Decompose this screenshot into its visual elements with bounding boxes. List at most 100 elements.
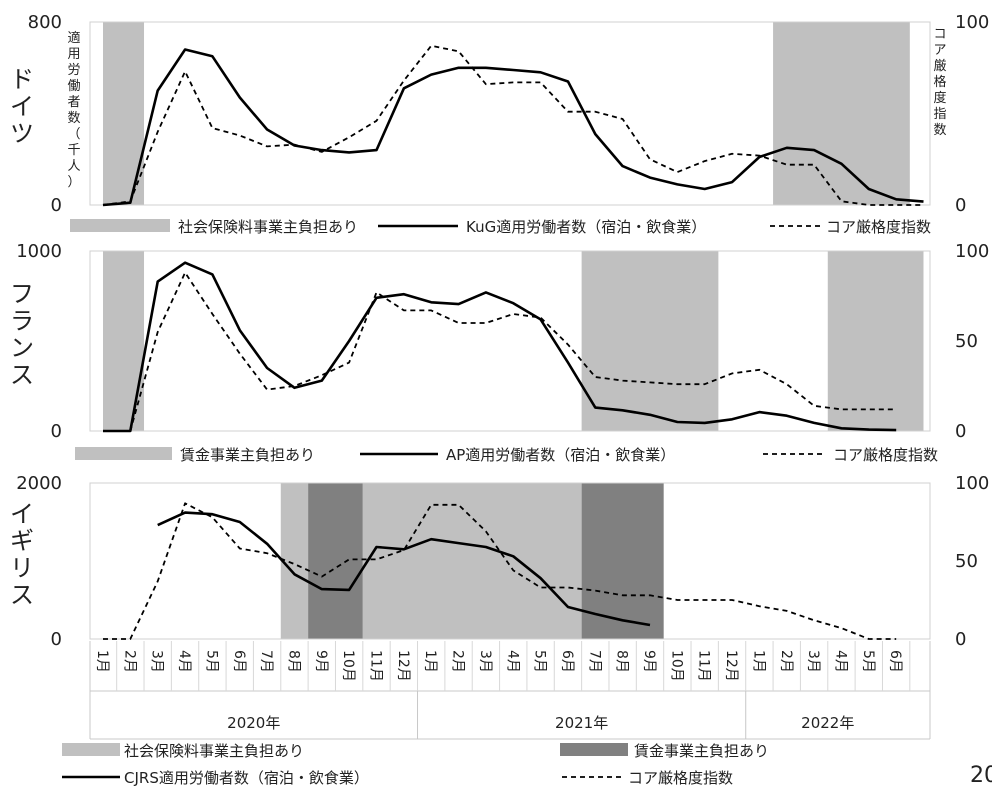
month-label: 3月 — [477, 650, 493, 673]
year-label: 2020年 — [227, 714, 280, 732]
series-line-stringency — [102, 44, 924, 206]
month-label: 3月 — [805, 650, 821, 673]
axis-title-char: 度 — [933, 90, 946, 106]
right-tick-label: 100 — [955, 241, 989, 262]
shaded-period — [362, 483, 582, 639]
month-label: 3月 — [149, 650, 165, 673]
axis-title-char: 千 — [67, 143, 80, 158]
axis-title-char: 指 — [933, 107, 946, 122]
month-label: 4月 — [833, 650, 849, 673]
left-tick-label: 2000 — [16, 473, 62, 494]
month-label: 1月 — [422, 650, 438, 673]
legend: 社会保険料事業主負担あり KuG適用労働者数（宿泊・飲食業） コア厳格度指数 — [70, 218, 931, 236]
legend-label: AP適用労働者数（宿泊・飲食業） — [446, 446, 675, 464]
axis-title-char: 者 — [67, 95, 80, 110]
month-label: 11月 — [368, 650, 384, 682]
axis-title-char: 働 — [67, 79, 80, 94]
axis-title-char: コ — [933, 27, 946, 42]
country-char: ギ — [10, 527, 34, 555]
left-axis-title: 適用労働者数（千人） — [67, 30, 80, 190]
legend-label: CJRS適用労働者数（宿泊・飲食業） — [124, 769, 369, 787]
axis-title-char: 数 — [67, 111, 80, 126]
legend-swatch-shade — [70, 219, 170, 232]
legend-label: コア厳格度指数 — [826, 218, 931, 236]
year-label: 2021年 — [555, 714, 608, 732]
series-line-workers — [102, 48, 924, 207]
month-label: 5月 — [860, 650, 876, 673]
month-label: 12月 — [395, 650, 411, 682]
x-axis: 1月 2月 3月 4月 5月 6月 7月 8月 9月 10月 11月 12月 1月 2月 3月 4月 5月 6月 7… — [89, 641, 931, 740]
legend-label: 賃金事業主負担あり — [634, 742, 769, 760]
legend-label: コア厳格度指数 — [628, 769, 733, 787]
shaded-period — [581, 483, 664, 639]
country-char: リ — [10, 554, 34, 582]
panel-1: 80001000ドイツ適用労働者数（千人）コア厳格度指数社会保険料事業主負担あり… — [10, 12, 989, 236]
shaded-period — [773, 22, 910, 205]
legend: 賃金事業主負担あり AP適用労働者数（宿泊・飲食業） コア厳格度指数 — [75, 446, 938, 464]
country-char: ド — [10, 66, 34, 94]
month-label: 7月 — [258, 650, 274, 673]
country-char: ス — [10, 361, 34, 389]
country-char: イ — [10, 500, 34, 528]
month-label: 1月 — [750, 650, 766, 673]
plot-area-frame — [89, 250, 931, 432]
legend-label: KuG適用労働者数（宿泊・飲食業） — [466, 218, 706, 236]
right-tick-label: 100 — [955, 473, 989, 494]
month-label: 9月 — [313, 650, 329, 673]
month-label: 10月 — [668, 650, 684, 682]
month-label: 2月 — [778, 650, 794, 673]
axis-title-char: （ — [67, 127, 80, 142]
month-label: 12月 — [723, 650, 739, 682]
axis-title-char: 格 — [933, 74, 946, 90]
country-label: ドイツ — [10, 66, 34, 148]
left-tick-label: 800 — [28, 12, 62, 33]
axis-title-char: ア — [933, 43, 946, 58]
month-label: 11月 — [696, 650, 712, 682]
right-tick-label: 100 — [955, 12, 989, 33]
country-char: ス — [10, 581, 34, 609]
right-axis-title: コア厳格度指数 — [933, 27, 946, 138]
country-char: ラ — [10, 307, 34, 335]
axis-title-char: 労 — [67, 63, 80, 78]
axis-title-char: 厳 — [933, 59, 946, 74]
month-label: 6月 — [231, 650, 247, 673]
shaded-period — [827, 251, 924, 431]
shaded-period — [308, 483, 363, 639]
chart-panels: 80001000ドイツ適用労働者数（千人）コア厳格度指数社会保険料事業主負担あり… — [10, 12, 989, 787]
shaded-period — [280, 483, 309, 639]
country-char: ン — [10, 334, 34, 362]
month-label: 6月 — [559, 650, 575, 673]
shaded-period — [103, 22, 145, 205]
series-line-stringency — [103, 271, 897, 432]
axis-title-char: ） — [67, 175, 80, 190]
right-tick-label: 0 — [955, 195, 966, 216]
legend-swatch-shade — [62, 743, 120, 756]
right-tick-label: 50 — [955, 551, 978, 572]
month-label: 5月 — [532, 650, 548, 673]
month-label: 8月 — [286, 650, 302, 673]
country-label: フランス — [10, 280, 34, 389]
month-label: 7月 — [586, 650, 602, 673]
legend-label: 社会保険料事業主負担あり — [178, 218, 358, 236]
legend-swatch-shade — [75, 447, 172, 460]
series-line-workers — [103, 261, 897, 433]
right-tick-label: 50 — [955, 331, 978, 352]
country-char: イ — [10, 93, 34, 121]
page-number: 20 — [970, 763, 992, 787]
left-tick-label: 0 — [51, 195, 62, 216]
series-line-workers — [157, 511, 651, 627]
month-label: 10月 — [340, 650, 356, 682]
right-tick-label: 0 — [955, 629, 966, 650]
month-label: 2月 — [450, 650, 466, 673]
country-label: イギリス — [10, 500, 34, 609]
country-char: フ — [10, 280, 34, 308]
legend-swatch-dark — [560, 743, 628, 756]
left-tick-label: 1000 — [16, 241, 62, 262]
country-char: ツ — [10, 120, 34, 148]
month-label: 1月 — [94, 650, 110, 673]
left-tick-label: 0 — [51, 421, 62, 442]
axis-title-char: 人 — [67, 159, 80, 174]
shaded-period — [103, 251, 145, 431]
